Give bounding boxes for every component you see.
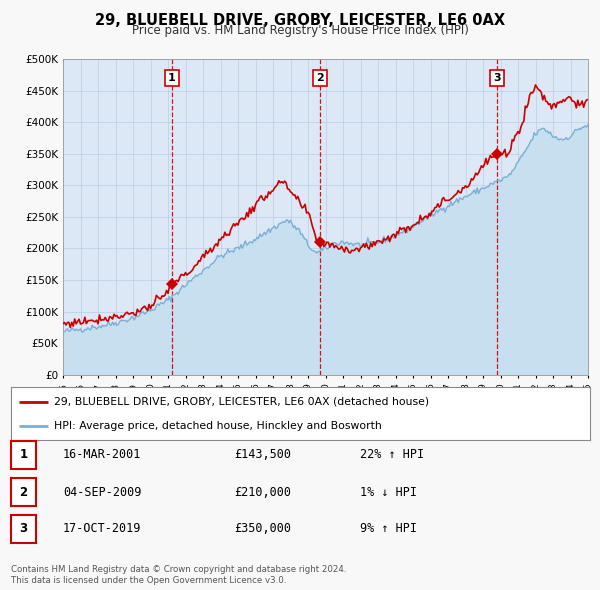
Text: 29, BLUEBELL DRIVE, GROBY, LEICESTER, LE6 0AX: 29, BLUEBELL DRIVE, GROBY, LEICESTER, LE… [95,13,505,28]
Text: 2: 2 [316,73,323,83]
Text: Contains HM Land Registry data © Crown copyright and database right 2024.: Contains HM Land Registry data © Crown c… [11,565,346,574]
Text: 1% ↓ HPI: 1% ↓ HPI [360,486,417,499]
Text: 22% ↑ HPI: 22% ↑ HPI [360,448,424,461]
Text: Price paid vs. HM Land Registry's House Price Index (HPI): Price paid vs. HM Land Registry's House … [131,24,469,37]
Text: £350,000: £350,000 [234,523,291,536]
Text: £210,000: £210,000 [234,486,291,499]
Text: 3: 3 [493,73,500,83]
Text: 17-OCT-2019: 17-OCT-2019 [63,523,142,536]
Text: 3: 3 [19,523,28,536]
Text: 04-SEP-2009: 04-SEP-2009 [63,486,142,499]
Text: This data is licensed under the Open Government Licence v3.0.: This data is licensed under the Open Gov… [11,576,286,585]
Text: 16-MAR-2001: 16-MAR-2001 [63,448,142,461]
Text: 9% ↑ HPI: 9% ↑ HPI [360,523,417,536]
Text: 1: 1 [168,73,176,83]
Text: £143,500: £143,500 [234,448,291,461]
Text: 29, BLUEBELL DRIVE, GROBY, LEICESTER, LE6 0AX (detached house): 29, BLUEBELL DRIVE, GROBY, LEICESTER, LE… [54,397,430,407]
Text: 2: 2 [19,486,28,499]
Text: HPI: Average price, detached house, Hinckley and Bosworth: HPI: Average price, detached house, Hinc… [54,421,382,431]
Text: 1: 1 [19,448,28,461]
